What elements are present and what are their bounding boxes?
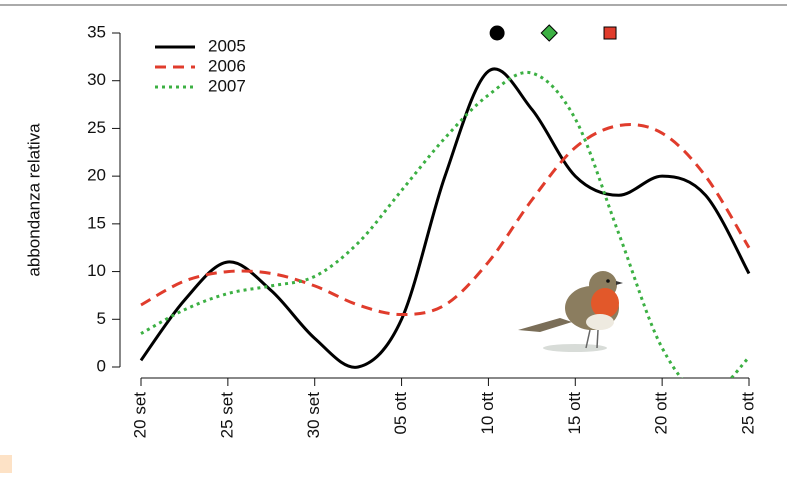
legend-label: 2007 (208, 76, 246, 95)
y-tick-label: 35 (87, 22, 106, 41)
y-tick-label: 30 (87, 70, 106, 89)
x-tick-label: 30 set (304, 392, 323, 439)
x-tick-label: 05 ott (391, 392, 410, 435)
y-tick-label: 15 (87, 213, 106, 232)
x-tick-label: 25 set (217, 392, 236, 439)
series-line (139, 67, 751, 369)
x-tick-label: 20 ott (652, 392, 671, 435)
y-tick-label: 20 (87, 166, 106, 185)
robin-illustration (518, 271, 623, 352)
legend-label: 2006 (208, 56, 246, 75)
y-axis-label: abbondanza relativa (24, 123, 43, 277)
x-tick-label: 25 ott (738, 392, 757, 435)
legend-label: 2005 (208, 36, 246, 55)
x-tick-label: 15 ott (565, 392, 584, 435)
x-tick-label: 20 set (130, 392, 149, 439)
series-line (140, 123, 751, 317)
peak-marker (603, 26, 617, 40)
y-tick-label: 10 (87, 261, 106, 280)
y-tick-label: 5 (97, 309, 106, 328)
y-tick-label: 25 (87, 118, 106, 137)
x-tick-label: 10 ott (478, 392, 497, 435)
corner-box (0, 455, 12, 473)
y-tick-label: 0 (97, 356, 106, 375)
series-line (140, 70, 751, 378)
peak-marker (489, 25, 505, 41)
peak-marker (540, 24, 558, 42)
